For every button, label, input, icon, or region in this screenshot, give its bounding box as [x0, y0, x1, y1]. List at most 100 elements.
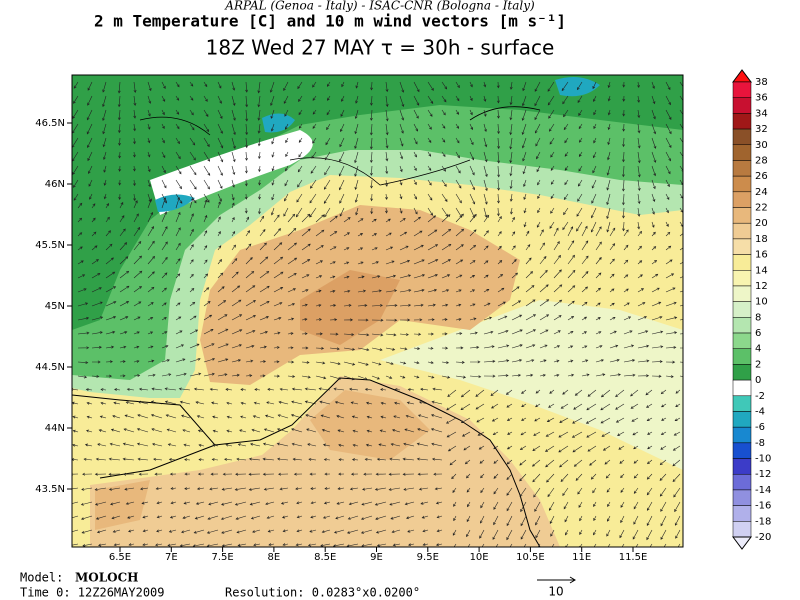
wind-arrow [198, 458, 205, 462]
wind-arrow [137, 457, 149, 461]
wind-arrow [245, 344, 255, 349]
wind-arrow [138, 472, 149, 476]
wind-arrow [147, 226, 154, 237]
wind-arrow [304, 400, 317, 405]
wind-arrow [301, 303, 308, 307]
wind-arrow [374, 501, 387, 506]
wind-arrow [102, 81, 107, 93]
wind-arrow [483, 165, 488, 178]
wind-arrow [615, 389, 625, 398]
wind-arrow [479, 529, 485, 539]
wind-arrow [385, 318, 398, 322]
wind-arrow [133, 255, 142, 265]
y-tick-label: 44.5N [35, 362, 65, 373]
wind-arrow [312, 137, 317, 144]
wind-arrow [609, 302, 615, 307]
wind-arrow [509, 165, 513, 177]
wind-arrow [298, 151, 303, 158]
colorbar-end [732, 536, 752, 550]
wind-arrow [343, 318, 354, 322]
wind-arrow [606, 515, 611, 522]
wind-arrow [245, 285, 256, 293]
wind-arrow [87, 81, 93, 91]
wind-arrow [585, 417, 597, 424]
wind-arrow [573, 403, 583, 410]
wind-arrow [455, 109, 459, 115]
wind-arrow [184, 487, 191, 490]
wind-arrow [431, 442, 443, 447]
wind-arrow [497, 137, 501, 150]
wind-arrow [490, 389, 499, 396]
wind-arrow [399, 303, 412, 307]
wind-arrow [301, 228, 311, 237]
wind-arrow [466, 529, 471, 538]
wind-arrow [319, 400, 331, 405]
wind-arrow [210, 472, 219, 476]
wind-arrow [245, 137, 249, 149]
wind-arrow [283, 81, 289, 92]
wind-arrow [646, 487, 653, 496]
wind-arrow [133, 81, 137, 93]
wind-arrow [385, 137, 389, 149]
wind-arrow [637, 330, 649, 335]
wind-arrow [534, 501, 541, 512]
wind-arrow [536, 221, 541, 228]
wind-arrow [427, 81, 434, 91]
wind-arrow [253, 543, 261, 547]
wind-arrow [118, 193, 122, 200]
wind-arrow [137, 400, 149, 405]
wind-arrow [310, 487, 317, 490]
wind-arrow [413, 361, 420, 365]
wind-arrow [520, 501, 527, 513]
wind-arrow [183, 501, 191, 505]
wind-arrow [273, 346, 280, 349]
wind-arrow [270, 95, 275, 107]
wind-arrow [623, 288, 629, 293]
wind-arrow [637, 137, 641, 149]
wind-arrow [340, 123, 345, 133]
wind-arrow [495, 543, 499, 547]
wind-arrow [310, 501, 317, 505]
wind-arrow [203, 151, 211, 162]
wind-arrow [371, 361, 382, 366]
wind-arrow [209, 387, 219, 391]
wind-arrow [375, 515, 387, 520]
wind-arrow [407, 388, 415, 391]
wind-arrow [592, 165, 597, 174]
wind-arrow [357, 218, 364, 223]
wind-arrow [301, 375, 311, 379]
wind-arrow [623, 259, 629, 265]
wind-arrow [217, 245, 222, 251]
wind-arrow [248, 457, 261, 461]
wind-arrow [469, 95, 473, 102]
wind-arrow [133, 213, 139, 223]
wind-arrow [175, 123, 180, 130]
wind-arrow [324, 165, 331, 176]
wind-arrow [142, 515, 149, 519]
wind-arrow [665, 179, 670, 188]
wind-arrow [170, 501, 177, 505]
wind-arrow [385, 347, 396, 351]
wind-arrow [343, 361, 356, 366]
field-alps-dark [72, 75, 683, 330]
wind-arrow [338, 165, 345, 177]
wind-arrow [539, 314, 550, 321]
colorbar-box [732, 395, 752, 412]
wind-arrow [182, 429, 191, 433]
wind-arrow [346, 529, 359, 534]
wind-arrow [153, 457, 163, 461]
wind-arrow [142, 543, 149, 547]
wind-arrow [622, 221, 626, 232]
wind-arrow [477, 431, 485, 436]
wind-arrow [147, 211, 154, 223]
wind-arrow [226, 429, 233, 433]
wind-arrow [445, 417, 457, 424]
wind-arrow [217, 109, 223, 119]
wind-arrow [217, 286, 225, 293]
wind-arrow [427, 215, 437, 223]
wind-arrow [360, 529, 373, 534]
wind-arrow [590, 207, 597, 219]
wind-arrow [133, 193, 137, 202]
wind-arrow [77, 346, 90, 350]
wind-arrow [492, 431, 499, 435]
